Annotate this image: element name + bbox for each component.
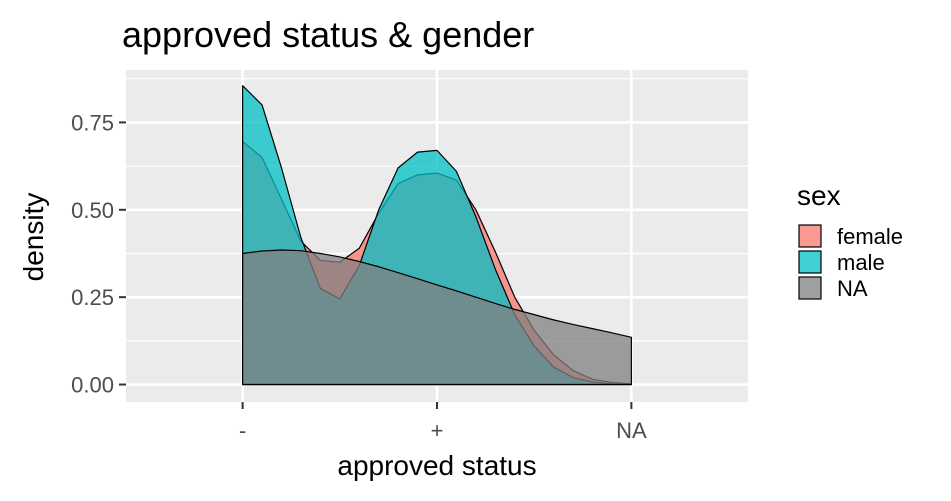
x-axis-title: approved status <box>337 450 536 481</box>
legend-label-female: female <box>837 224 903 249</box>
chart-title: approved status & gender <box>122 14 534 55</box>
x-tick-label: + <box>431 418 444 443</box>
y-tick-label: 0.75 <box>71 110 114 135</box>
x-axis: - + NA <box>239 402 647 443</box>
legend-title: sex <box>797 180 841 211</box>
y-tick-label: 0.25 <box>71 285 114 310</box>
legend-key-female <box>798 224 822 248</box>
x-tick-label: NA <box>616 418 647 443</box>
legend-key-na <box>798 276 822 300</box>
legend-label-male: male <box>837 250 885 275</box>
legend-key-male <box>798 250 822 274</box>
y-tick-label: 0.00 <box>71 373 114 398</box>
y-axis-title: density <box>18 193 49 282</box>
density-area-na <box>242 249 632 386</box>
y-axis: 0.00 0.25 0.50 0.75 <box>71 110 126 398</box>
legend-label-na: NA <box>837 276 868 301</box>
x-tick-label: - <box>239 418 246 443</box>
y-tick-label: 0.50 <box>71 198 114 223</box>
density-areas <box>242 85 632 386</box>
